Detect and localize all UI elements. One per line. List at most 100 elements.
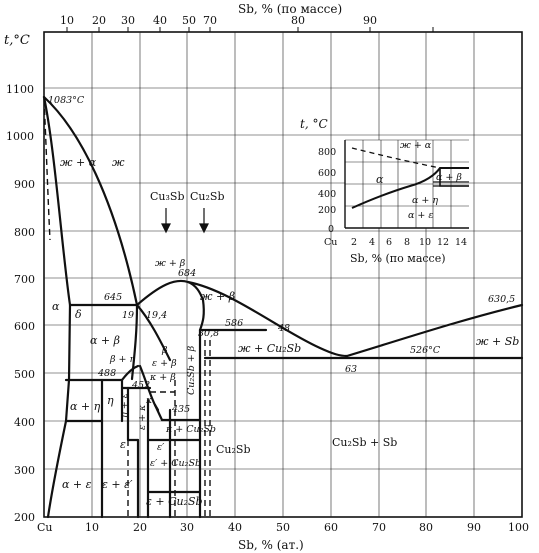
region-cu2sb-label: Cu₂Sb (216, 443, 251, 456)
inset-y-tick: 400 (318, 189, 336, 200)
region-eta: η (107, 394, 114, 407)
y-tick: 800 (14, 226, 35, 239)
x-top-tick: 30 (121, 14, 135, 27)
sb-melting-point: 630,5 (488, 294, 515, 305)
y-tick: 400 (14, 416, 35, 429)
region-liquid-cu2sb: ж + Cu₂Sb (238, 342, 301, 355)
x-axis-title: Sb, % (ат.) (238, 538, 304, 552)
x-tick: 70 (372, 521, 386, 534)
x-top-tick: 40 (153, 14, 167, 27)
y-tick: 200 (14, 511, 35, 524)
max-684: 684 (178, 268, 196, 279)
x-top-tick: 90 (363, 14, 377, 27)
inset-y-tick: 200 (318, 205, 336, 216)
grid (44, 32, 522, 517)
inset-x-tick: 6 (386, 237, 392, 248)
region-delta: δ (75, 308, 82, 321)
y-tick: 900 (14, 178, 35, 191)
region-eps: ε (120, 438, 126, 451)
region-liquid-beta-top: ж + β (155, 258, 186, 269)
inset-x-tick: 10 (419, 237, 431, 248)
composition-arrows (161, 208, 209, 234)
temp-452: 452 (131, 380, 150, 391)
region-cu2sb-beta: Cu₂Sb + β (186, 345, 197, 395)
region-eps-beta: ε + β (152, 358, 177, 369)
x-tick: 50 (276, 521, 290, 534)
inset-x-tick: 14 (455, 237, 467, 248)
region-alpha-beta: α + β (90, 334, 120, 347)
cu-melting-point: 1083°C (48, 95, 85, 106)
region-liquid: ж (112, 156, 125, 169)
comp-30-8: 30,8 (198, 328, 219, 339)
region-alpha: α (52, 300, 60, 313)
region-eps-prime: ε′ (157, 442, 165, 453)
comp-19: 19 (122, 310, 134, 321)
region-labels: ж + α ж ж + β ж + β ж + Cu₂Sb ж + Sb α δ… (52, 156, 519, 508)
inset-y-tick: 800 (318, 147, 336, 158)
temp-586: 586 (225, 318, 243, 329)
comp-19-4: 19,4 (146, 310, 167, 321)
temp-488: 488 (97, 368, 116, 379)
y-tick: 600 (14, 320, 35, 333)
inset-x-title: Sb, % (по массе) (350, 252, 446, 265)
y-axis-ticks: 1100 1000 900 800 700 600 500 400 300 20… (6, 83, 35, 524)
y-tick: 1000 (6, 130, 34, 143)
region-alpha-eta: α + η (70, 400, 101, 413)
inset-y-tick: 0 (328, 224, 334, 235)
inset-x-tick: 2 (351, 237, 357, 248)
x-tick: 10 (85, 521, 99, 534)
arrow-label-cu3sb: Cu₃Sb (150, 190, 185, 203)
x-top-tick: 70 (203, 14, 217, 27)
x-tick: 100 (508, 521, 529, 534)
x-tick: 20 (133, 521, 147, 534)
arrow-label-cu2sb: Cu₂Sb (190, 190, 225, 203)
y-tick: 700 (14, 273, 35, 286)
region-eps-kappa: ε + κ (137, 404, 148, 430)
liquidus-cu (42, 95, 139, 307)
temp-435: 435 (171, 404, 190, 415)
inset-region-alpha-eps: α + ε (408, 210, 434, 221)
top-axis-ticks (66, 27, 434, 32)
inset-x-tick: 8 (404, 237, 410, 248)
region-kappa-cu2sb: κ + Cu₂Sb (165, 424, 216, 435)
x-tick: 60 (324, 521, 338, 534)
x-axis-origin: Cu (37, 521, 53, 534)
liquidus-sb (345, 303, 524, 358)
dashed-boundaries (43, 98, 211, 517)
point-labels: 1083°C 630,5 645 684 586 526°C 488 452 4… (48, 95, 515, 415)
region-beta-eta: β + η (109, 354, 135, 365)
region-eps-epsprime: ε + ε′ (102, 478, 133, 491)
x-top-ticks: 10 20 30 40 50 70 80 90 (60, 14, 377, 27)
region-kappa-beta: κ + β (149, 372, 176, 383)
inset-y-title: t, °C (300, 117, 328, 131)
region-kappa-small: κ (145, 395, 153, 406)
region-liquid-beta: ж + β (200, 290, 235, 303)
region-alpha-eps: α + ε (62, 478, 92, 491)
x-bottom-ticks: 10 20 30 40 50 60 70 80 90 100 (85, 521, 529, 534)
y-tick: 500 (14, 368, 35, 381)
y-axis-title: t,°C (4, 33, 30, 48)
x-top-tick: 20 (92, 14, 106, 27)
inset-region-alpha-beta: α + β (436, 172, 462, 183)
region-eps-cu2sb: ε + Cu₂Sb (146, 495, 203, 508)
inset-region-alpha: α (376, 173, 384, 186)
inset-region-liquid-alpha: ж + α (400, 140, 432, 151)
inset-x-tick: 12 (437, 237, 449, 248)
y-tick: 1100 (6, 83, 34, 96)
region-eta-eps: η + ε (119, 393, 130, 418)
x-top-title: Sb, % (по массе) (238, 2, 342, 16)
region-beta: β (161, 345, 168, 356)
solidus-alpha (42, 95, 72, 307)
peritectic-645: 645 (104, 292, 122, 303)
inset-x-tick: 4 (369, 237, 375, 248)
region-liquid-sb: ж + Sb (476, 335, 519, 348)
x-top-tick: 50 (182, 14, 196, 27)
x-top-tick: 10 (60, 14, 74, 27)
x-top-tick: 80 (291, 14, 305, 27)
inset-region-alpha-eta: α + η (412, 195, 438, 206)
x-tick: 90 (467, 521, 481, 534)
x-tick: 80 (419, 521, 433, 534)
inset-y-tick: 600 (318, 168, 336, 179)
comp-48: 48 (277, 323, 290, 334)
